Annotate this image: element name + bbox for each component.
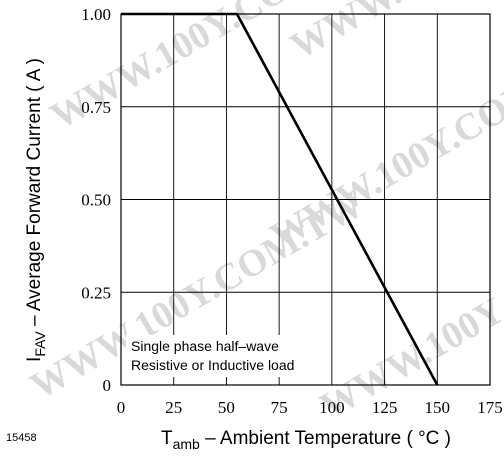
x-axis-ticks: 0 25 50 75 100 125 150 175 <box>117 398 503 417</box>
x-axis-title-subscript: amb <box>173 436 200 452</box>
x-tick-label: 50 <box>218 398 235 417</box>
y-axis-title: IFAV – Average Forward Current ( A ) <box>24 58 48 362</box>
x-tick-label: 125 <box>372 398 398 417</box>
x-tick-label: 100 <box>319 398 345 417</box>
x-tick-label: 75 <box>271 398 288 417</box>
y-axis-title-rest: – Average Forward Current ( A ) <box>24 58 45 331</box>
y-tick-label: 1.00 <box>81 5 111 24</box>
x-axis-title: Tamb – Ambient Temperature ( °C ) <box>161 428 451 452</box>
x-tick-label: 0 <box>117 398 126 417</box>
x-axis-title-rest: – Ambient Temperature ( °C ) <box>200 428 451 449</box>
x-axis-title-main: T <box>161 428 173 449</box>
y-tick-label: 0.25 <box>81 283 111 302</box>
watermark-text: WWW.100Y.COM.TW <box>314 203 504 427</box>
x-tick-label: 150 <box>425 398 451 417</box>
y-tick-label: 0.75 <box>81 98 111 117</box>
note-line-2: Resistive or Inductive load <box>131 357 294 373</box>
y-tick-label: 0 <box>103 376 112 395</box>
figure-id: 15458 <box>6 432 37 444</box>
load-condition-note: Single phase half–wave Resistive or Indu… <box>126 335 322 377</box>
y-tick-label: 0.50 <box>81 191 111 210</box>
x-tick-label: 175 <box>477 398 503 417</box>
note-line-1: Single phase half–wave <box>131 338 279 354</box>
y-axis-title-subscript: FAV <box>32 331 48 357</box>
x-tick-label: 25 <box>165 398 182 417</box>
watermark-text: WWW.100Y.COM.TW <box>284 0 504 68</box>
